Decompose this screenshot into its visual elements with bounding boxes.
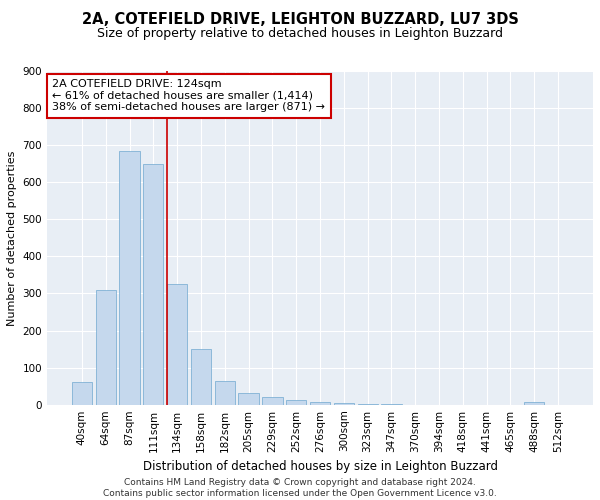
Text: 2A, COTEFIELD DRIVE, LEIGHTON BUZZARD, LU7 3DS: 2A, COTEFIELD DRIVE, LEIGHTON BUZZARD, L… <box>82 12 518 28</box>
Text: 2A COTEFIELD DRIVE: 124sqm
← 61% of detached houses are smaller (1,414)
38% of s: 2A COTEFIELD DRIVE: 124sqm ← 61% of deta… <box>52 80 325 112</box>
Bar <box>524 402 544 404</box>
Bar <box>334 403 354 404</box>
Bar <box>95 290 116 405</box>
Bar <box>215 380 235 404</box>
Bar <box>191 349 211 405</box>
Bar <box>119 150 140 404</box>
Bar <box>167 284 187 405</box>
Bar <box>72 382 92 404</box>
Y-axis label: Number of detached properties: Number of detached properties <box>7 150 17 326</box>
Bar <box>143 164 163 404</box>
Bar <box>238 393 259 404</box>
X-axis label: Distribution of detached houses by size in Leighton Buzzard: Distribution of detached houses by size … <box>143 460 497 473</box>
Text: Size of property relative to detached houses in Leighton Buzzard: Size of property relative to detached ho… <box>97 28 503 40</box>
Bar <box>310 402 330 404</box>
Text: Contains HM Land Registry data © Crown copyright and database right 2024.
Contai: Contains HM Land Registry data © Crown c… <box>103 478 497 498</box>
Bar <box>286 400 307 404</box>
Bar <box>262 398 283 404</box>
